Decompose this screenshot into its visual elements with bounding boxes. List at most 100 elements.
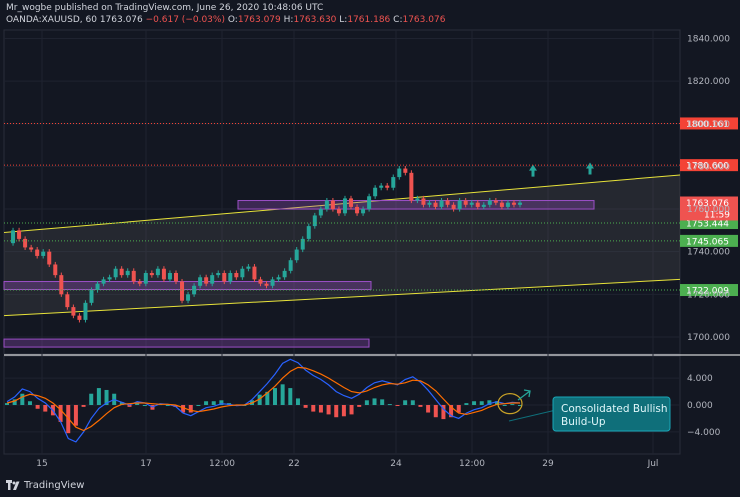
candle-body xyxy=(336,209,341,214)
macd-histogram-bar xyxy=(326,405,331,415)
candle-body xyxy=(173,273,178,282)
macd-histogram-bar xyxy=(510,404,515,406)
time-tick-label: 12:00 xyxy=(459,459,485,469)
macd-histogram-bar xyxy=(495,401,500,405)
price-chart[interactable]: 1800.161 1780.600 1753.444 1745.065 1722.009… xyxy=(0,0,740,476)
macd-histogram-bar xyxy=(20,393,25,405)
arrow-up-right-icon xyxy=(517,389,531,401)
price-tick-label: 1700.000 xyxy=(687,333,730,343)
macd-histogram-bar xyxy=(364,400,369,405)
macd-histogram-bar xyxy=(27,401,32,405)
price-tick-label: 1820.000 xyxy=(687,77,730,87)
macd-histogram-bar xyxy=(410,400,415,405)
macd-histogram-bar xyxy=(5,403,9,405)
low-value: 1761.186 xyxy=(347,15,391,25)
price-level-tag xyxy=(680,159,738,172)
candle-body xyxy=(385,185,390,188)
macd-histogram-bar xyxy=(12,399,17,405)
macd-histogram-bar xyxy=(35,405,40,409)
macd-histogram-bar xyxy=(341,405,346,417)
macd-histogram-bar xyxy=(372,398,377,405)
footer-brand[interactable]: TradingView xyxy=(24,480,85,491)
candle-body xyxy=(107,277,112,280)
close-label: C: xyxy=(393,15,403,25)
candle-body xyxy=(457,200,462,210)
candle-body xyxy=(318,209,323,216)
macd-histogram-bar xyxy=(204,401,209,405)
candle-body xyxy=(421,198,426,205)
candle-body xyxy=(216,273,221,276)
candle-body xyxy=(391,177,396,188)
tradingview-logo-icon[interactable] xyxy=(6,480,20,492)
signal-line xyxy=(6,366,520,432)
arrow-up-icon xyxy=(586,162,594,175)
symbol-label[interactable]: OANDA:XAUUSD, 60 xyxy=(6,15,97,25)
candle-body xyxy=(155,268,160,276)
candle-body xyxy=(101,279,106,284)
candle-body xyxy=(379,185,384,188)
price-level-tag-label: 1753.444 xyxy=(686,220,729,230)
macd-tick-label: 4.000 xyxy=(687,374,713,384)
candle-body xyxy=(95,283,100,291)
candle-body xyxy=(65,294,70,308)
candle-body xyxy=(89,290,94,303)
macd-histogram-bar xyxy=(502,405,507,406)
price-tick-label: 1760.000 xyxy=(687,205,730,215)
time-tick-label: Jul xyxy=(647,459,659,469)
candle-body xyxy=(499,202,504,207)
candle-body xyxy=(210,275,215,284)
macd-histogram-bar xyxy=(395,405,400,406)
price-level-tag xyxy=(680,117,738,130)
candle-body xyxy=(276,277,281,280)
candle-body xyxy=(29,247,34,250)
candle-body xyxy=(433,202,438,207)
candle-body xyxy=(415,198,420,201)
supply-demand-zone xyxy=(237,200,595,210)
candle-body xyxy=(71,307,76,316)
time-tick-label: 24 xyxy=(390,459,402,469)
candle-body xyxy=(439,200,444,207)
price-change: −0.617 (−0.03%) xyxy=(145,15,225,25)
macd-tick-label: −4.000 xyxy=(687,428,721,438)
ohlc-legend: OANDA:XAUUSD, 60 1763.076 −0.617 (−0.03%… xyxy=(6,15,445,25)
macd-histogram-bar xyxy=(58,405,63,422)
macd-histogram-bar xyxy=(418,405,423,407)
macd-histogram-bar xyxy=(265,391,270,405)
channel-lower-line xyxy=(3,278,681,317)
candle-body xyxy=(349,198,354,207)
macd-histogram-bar xyxy=(127,405,132,407)
candle-body xyxy=(77,315,82,320)
macd-histogram-bar xyxy=(219,400,224,405)
macd-histogram-bar xyxy=(433,405,438,418)
candle-body xyxy=(493,200,498,203)
publisher-line: Mr_wogbe published on TradingView.com, J… xyxy=(6,3,324,13)
supply-demand-zone xyxy=(3,281,372,291)
candle-body xyxy=(234,273,239,278)
candle-body xyxy=(41,251,46,256)
annotation-callout: Consolidated Bullish Build-Up xyxy=(508,396,671,432)
macd-histogram-bar xyxy=(188,405,193,413)
macd-histogram-bar xyxy=(280,384,285,405)
candle-body xyxy=(125,270,130,276)
candle-body xyxy=(149,273,154,276)
supply-demand-zone xyxy=(3,338,370,348)
candle-body xyxy=(204,277,209,284)
macd-histogram-bar xyxy=(211,401,216,405)
macd-histogram-bar xyxy=(518,405,522,406)
footer: TradingView xyxy=(0,476,740,497)
candle-body xyxy=(198,277,203,286)
candle-body xyxy=(161,268,166,280)
candle-body xyxy=(258,279,263,284)
macd-histogram-bar xyxy=(119,402,124,405)
candle-body xyxy=(11,230,16,244)
macd-histogram-bar xyxy=(311,405,316,412)
candle-body xyxy=(373,187,378,197)
candle-body xyxy=(17,230,22,239)
candle-body xyxy=(35,249,40,256)
candle-body xyxy=(355,206,360,214)
macd-histogram-bar xyxy=(165,405,170,406)
macd-histogram-bar xyxy=(387,404,392,406)
macd-histogram-bar xyxy=(334,405,339,418)
macd-histogram-bar xyxy=(104,389,109,405)
candle-body xyxy=(367,196,372,210)
